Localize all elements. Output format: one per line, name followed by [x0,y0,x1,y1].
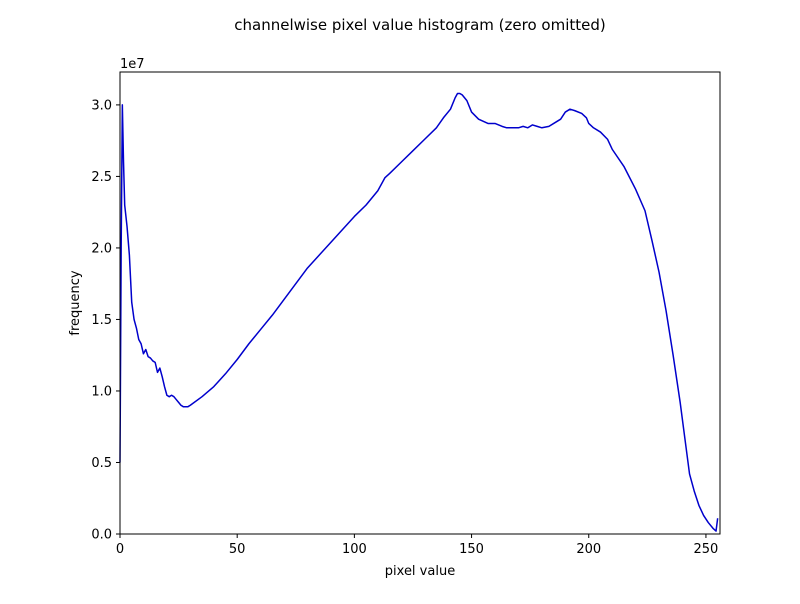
y-tick-label: 0.0 [91,528,112,543]
y-tick-label: 0.5 [91,456,112,471]
chart-title: channelwise pixel value histogram (zero … [234,16,605,34]
y-tick-label: 2.5 [91,170,112,185]
x-axis-label: pixel value [385,564,455,579]
series-line-0 [119,92,719,532]
y-axis-label: frequency [68,270,83,336]
x-tick-label: 200 [576,542,601,557]
plot-frame [119,71,721,535]
y-tick-label: 2.0 [91,241,112,256]
y-tick-label: 1.5 [91,313,112,328]
y-axis-offset-label: 1e7 [120,57,145,72]
plot-area [119,92,719,532]
y-axis: 0.0 0.5 1.0 1.5 2.0 2.5 3.0 [91,98,120,543]
x-tick-label: 250 [694,542,719,557]
x-tick-label: 50 [229,542,246,557]
x-tick-label: 0 [116,542,124,557]
y-tick-label: 1.0 [91,384,112,399]
x-axis: 0 50 100 150 200 250 [116,534,718,557]
x-tick-label: 100 [342,542,367,557]
x-tick-label: 150 [459,542,484,557]
y-tick-label: 3.0 [91,98,112,113]
